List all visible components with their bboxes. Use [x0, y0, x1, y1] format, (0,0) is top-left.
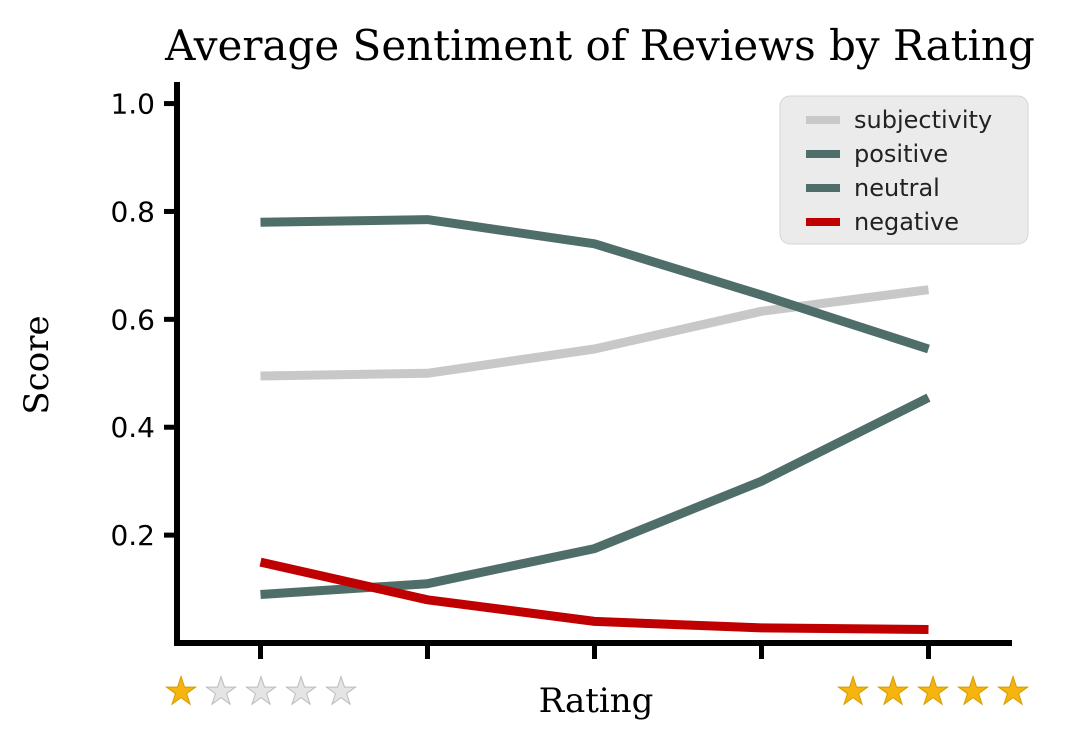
y-tick-label: 0.2 — [110, 519, 155, 552]
y-tick-label: 0.8 — [110, 195, 155, 228]
star-empty-icon: ★ — [284, 669, 318, 713]
legend-label-subjectivity: subjectivity — [854, 106, 992, 134]
star-filled-icon: ★ — [164, 669, 198, 713]
x-axis-label: Rating — [539, 681, 654, 721]
series-line-positive — [260, 215, 930, 354]
legend-label-negative: negative — [854, 208, 959, 236]
legend: subjectivity positive neutral negative — [779, 95, 1029, 245]
star-filled-icon: ★ — [876, 669, 910, 713]
series-layer — [259, 215, 931, 634]
chart-title: Average Sentiment of Reviews by Rating — [164, 21, 1035, 70]
star-empty-icon: ★ — [324, 669, 358, 713]
star-filled-icon: ★ — [996, 669, 1030, 713]
y-tick-label: 0.6 — [110, 303, 155, 336]
star-filled-icon: ★ — [956, 669, 990, 713]
axes: 0.2 0.4 0.6 0.8 1.0 — [110, 82, 1012, 659]
series-line-subjectivity — [260, 285, 930, 381]
legend-box — [779, 95, 1029, 245]
series-line-negative — [259, 557, 929, 634]
y-tick-label: 0.4 — [110, 411, 155, 444]
star-filled-icon: ★ — [916, 669, 950, 713]
star-empty-icon: ★ — [244, 669, 278, 713]
legend-label-neutral: neutral — [854, 174, 940, 202]
series-line-neutral — [260, 393, 931, 599]
rating-stars: ★ ★ ★ ★ ★ ★ ★ ★ ★ ★ — [163, 669, 1030, 714]
legend-label-positive: positive — [854, 140, 948, 168]
y-tick-label: 1.0 — [110, 88, 155, 121]
star-empty-icon: ★ — [204, 669, 238, 713]
star-filled-icon: ★ — [836, 669, 870, 713]
y-axis-label: Score — [17, 315, 57, 414]
